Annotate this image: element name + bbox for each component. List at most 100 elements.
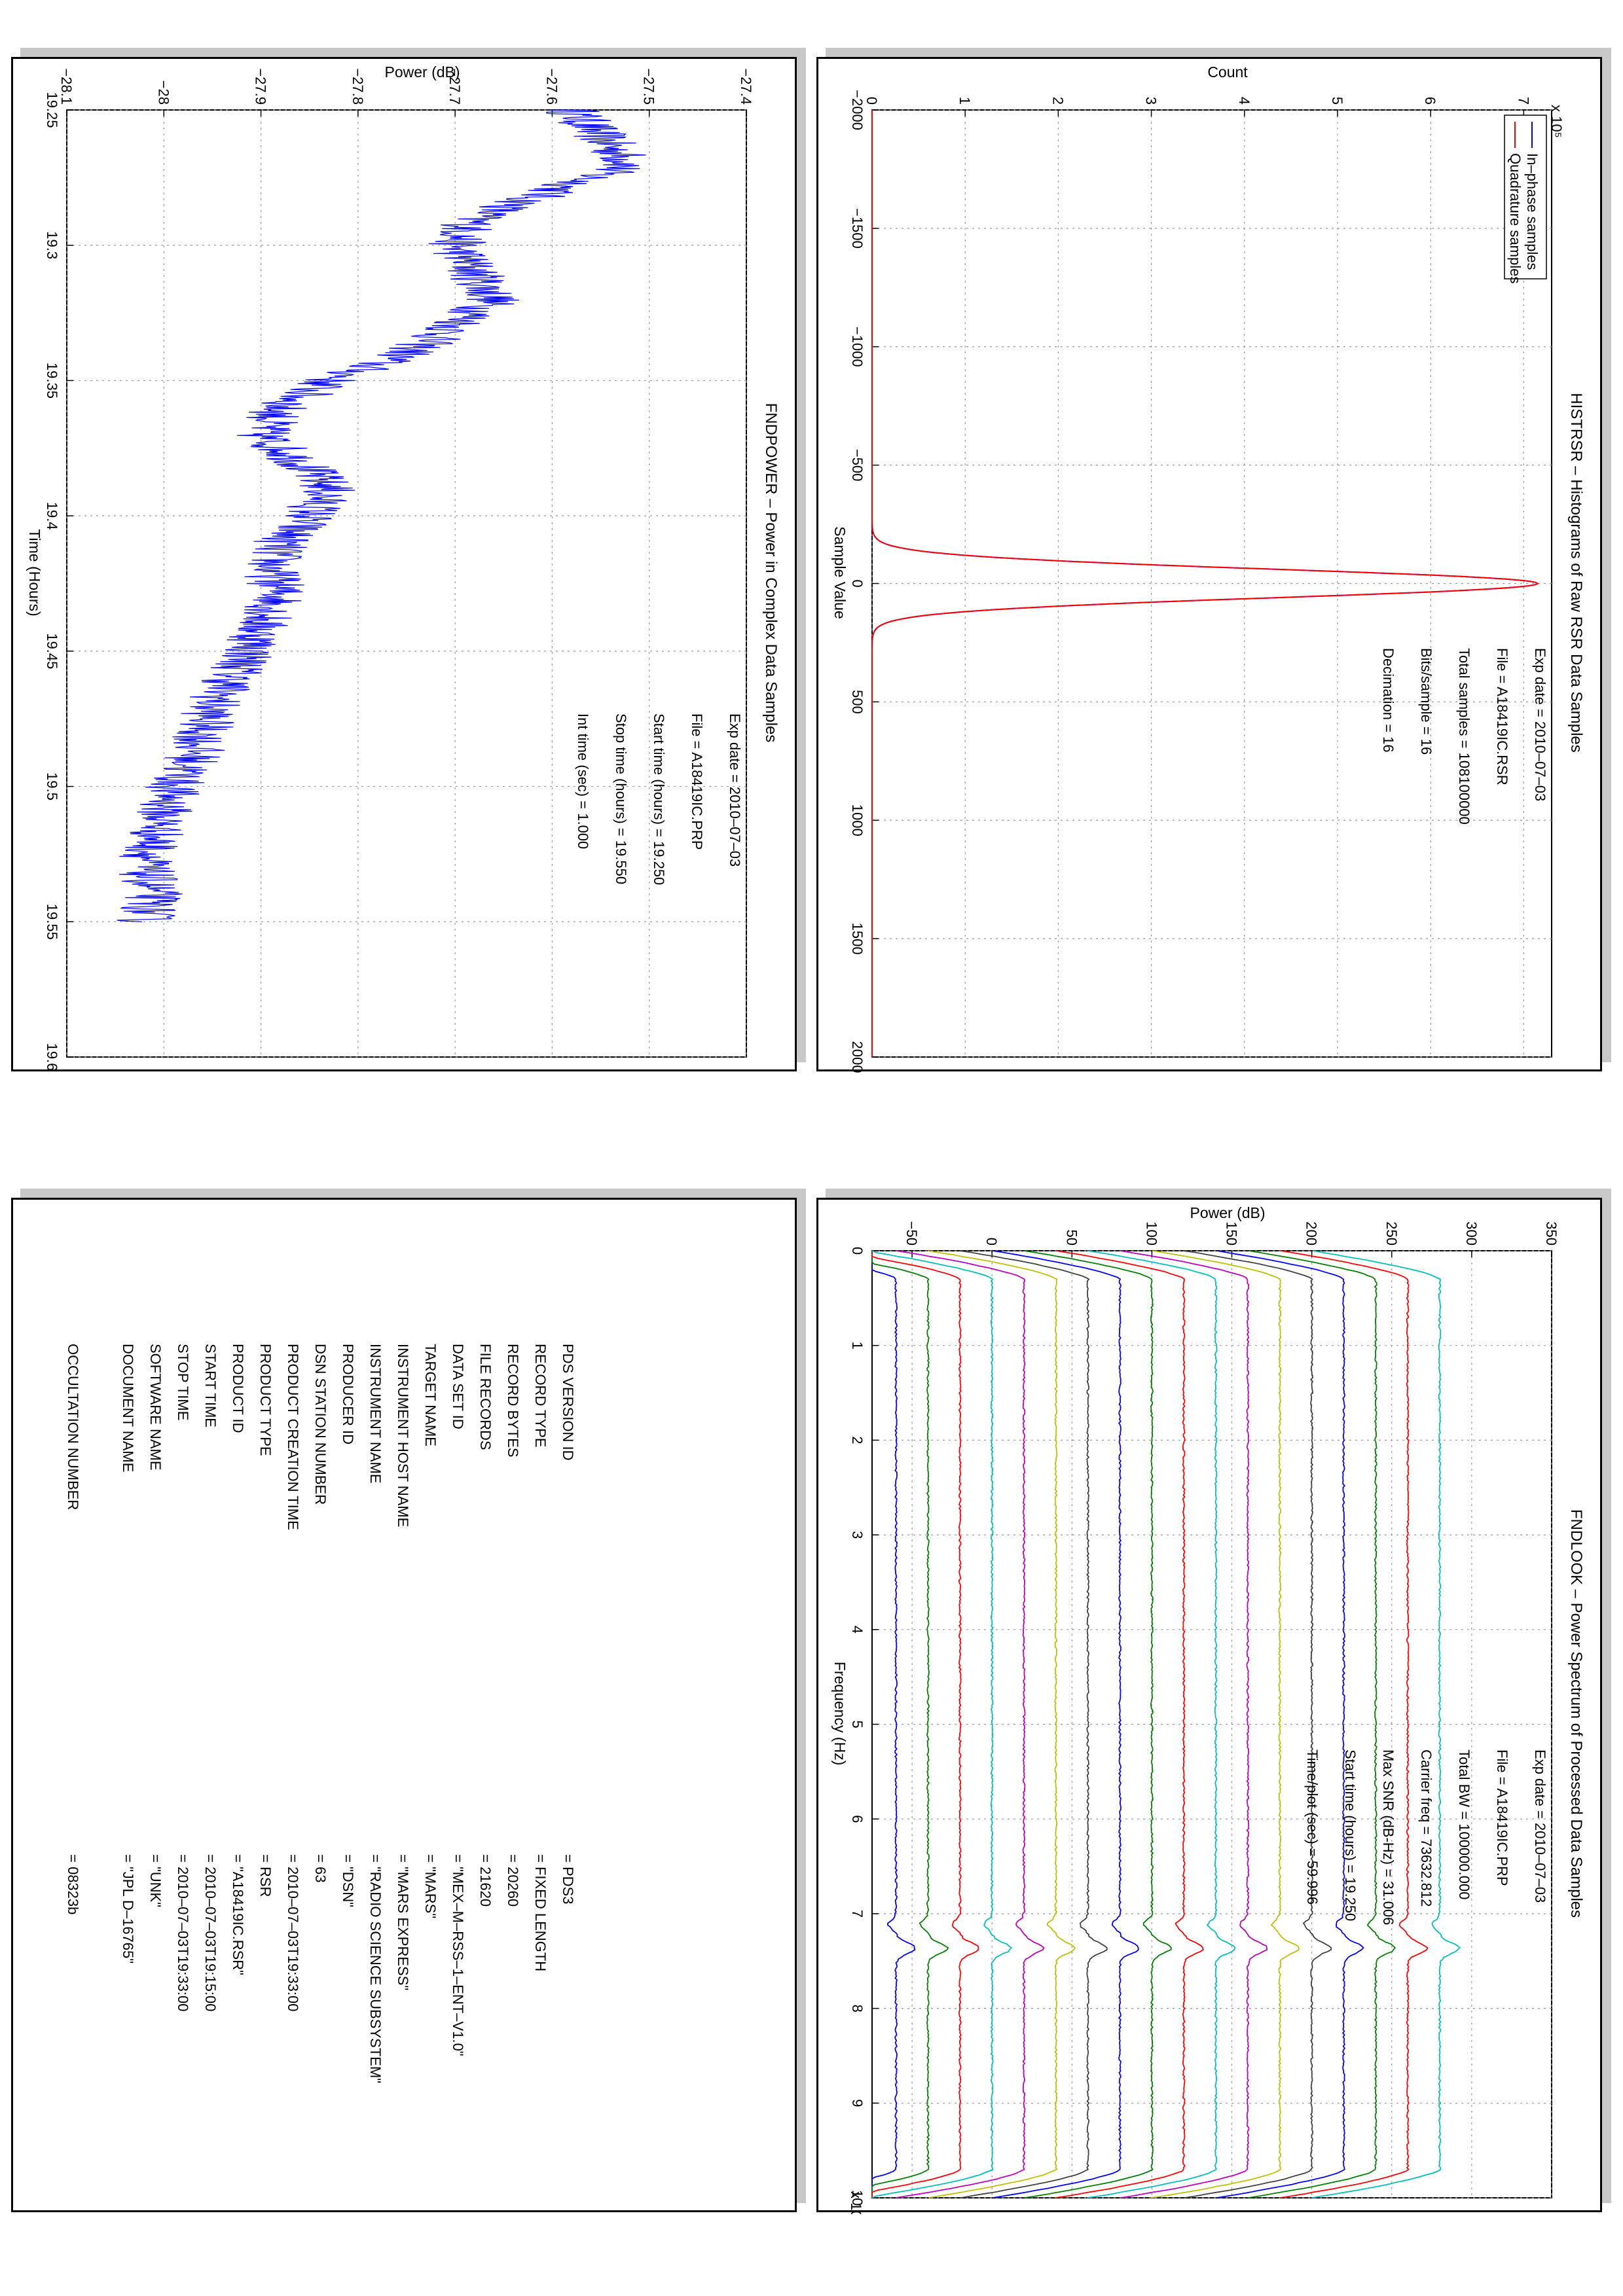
y-tick-label: 6	[1422, 97, 1438, 105]
spectrum-line	[871, 1251, 916, 2198]
x-axis-label: Frequency (Hz)	[831, 1662, 848, 1765]
x-tick-label: 4	[849, 1626, 866, 1634]
spectrum-line	[871, 1251, 949, 2198]
x-tick-label: −1500	[849, 208, 866, 249]
y-tick-label: −27.9	[253, 68, 269, 105]
y-tick-label: 2	[1049, 97, 1066, 105]
chart-title: FNDLOOK – Power Spectrum of Processed Da…	[1567, 1509, 1585, 1918]
label-key: DATA SET ID	[450, 1344, 466, 1429]
plot-box	[66, 109, 747, 1058]
x-tick-label: 6	[849, 1815, 866, 1823]
x-tick-label: 1000	[849, 804, 866, 836]
spectrum-line	[1055, 1250, 1204, 2198]
power-series-line	[117, 109, 646, 922]
info-line: Exp date = 2010–07–03	[1532, 648, 1548, 802]
x-tick-label: 2	[849, 1436, 866, 1444]
info-line: Start time (hours) = 19.250	[1342, 1749, 1359, 1922]
info-line: Exp date = 2010–07–03	[727, 713, 743, 867]
label-value: = 63	[312, 1854, 329, 1883]
info-block: Exp date = 2010–07–03 File = A18419IC.PR…	[1283, 1749, 1548, 1925]
label-value: = "A18419IC.RSR"	[230, 1854, 246, 1975]
y-tick-label: 3	[1143, 97, 1159, 105]
y-tick-label: 300	[1463, 1221, 1480, 1246]
info-line: Start time (hours) = 19.250	[651, 713, 667, 886]
panel-frame: PDS VERSION ID = PDS3 RECORD TYPE = FIXED L…	[11, 1198, 797, 2212]
quadrature-series-line	[871, 110, 1539, 1057]
y-tick-label: 0	[983, 1238, 1000, 1246]
spectrum-line	[896, 1250, 1045, 2198]
label-key: START TIME	[202, 1344, 219, 1427]
x-tick-label: 0	[849, 579, 866, 587]
x-tick-label: 19.6	[44, 1043, 60, 1071]
x-tick-label: −2000	[849, 90, 866, 130]
label-value: = PDS3	[560, 1854, 576, 1905]
label-value: = "UNK"	[147, 1854, 164, 1908]
x-axis-label: Sample Value	[831, 526, 848, 619]
info-line: Max SNR (dB-Hz) = 31.006	[1380, 1749, 1396, 1926]
info-line: Stop time (hours) = 19.550	[613, 713, 629, 885]
y-tick-label: 7	[1515, 97, 1531, 105]
spectrum-line	[1311, 1250, 1461, 2198]
info-line: Time/plot (sec) = 59.996	[1304, 1749, 1321, 1905]
x-tick-label: −500	[849, 449, 866, 482]
y-tick-label: 150	[1224, 1221, 1240, 1246]
spectrum-line	[1247, 1250, 1396, 2198]
x-tick-label: 500	[849, 690, 866, 714]
label-key: INSTRUMENT NAME	[367, 1344, 384, 1484]
spectrum-line	[959, 1250, 1108, 2198]
label-value: = "MEX–M–RSS–1–ENT–V1.0"	[450, 1854, 466, 2056]
label-key: PDS VERSION ID	[560, 1344, 576, 1461]
info-block: Exp date = 2010–07–03 File = A18419IC.PR…	[553, 713, 743, 885]
spectrum-line	[1087, 1250, 1236, 2198]
label-key: FILE RECORDS	[477, 1344, 494, 1450]
spectrum-line	[1151, 1250, 1300, 2198]
label-key: STOP TIME	[175, 1344, 191, 1421]
x-tick-label: 2000	[849, 1041, 866, 1073]
x-tick-label: 19.25	[44, 92, 60, 128]
spectrum-line	[871, 1250, 1013, 2198]
label-key: RECORD TYPE	[532, 1344, 549, 1448]
x-tick-label: −1000	[849, 327, 866, 367]
label-value: = 20260	[505, 1854, 521, 1907]
info-line: Int time (sec) = 1.000	[575, 713, 591, 850]
y-tick-label: 0	[864, 97, 880, 105]
chart-title: FNDPOWER – Power in Complex Data Samples	[762, 403, 780, 743]
x-tick-label: 9	[849, 2099, 866, 2107]
label-value: = "MARS EXPRESS"	[395, 1854, 411, 1991]
x-tick-label: 19.4	[44, 502, 60, 530]
y-tick-label: −27.8	[350, 68, 366, 105]
y-tick-label: 200	[1304, 1221, 1320, 1246]
spectrum-line	[1023, 1250, 1172, 2198]
x-tick-label: 0	[849, 1247, 866, 1255]
x-tick-label: 7	[849, 1910, 866, 1918]
info-line: File = A18419IC.PRP	[689, 713, 705, 850]
spectrum-line	[1120, 1250, 1268, 2198]
y-tick-label: 5	[1329, 97, 1345, 105]
y-tick-label: 1	[957, 97, 973, 105]
y-tick-label: 350	[1543, 1221, 1559, 1246]
legend-label: In–phase samples	[1524, 153, 1541, 270]
label-value: = 21620	[477, 1854, 494, 1907]
label-key: PRODUCT CREATION TIME	[285, 1344, 301, 1530]
x-tick-label: 8	[849, 2004, 866, 2012]
fndpower-chart: FNDPOWER – Power in Complex Data Samples…	[26, 63, 780, 1071]
spectrum-line	[1216, 1250, 1364, 2198]
spectrum-line	[1182, 1250, 1332, 2198]
x-tick-label: 19.55	[44, 904, 60, 940]
label-value: = "MARS"	[422, 1854, 439, 1919]
y-axis-label: Power (dB)	[1190, 1204, 1265, 1221]
x-tick-label: 19.45	[44, 633, 60, 669]
y-axis-label: Power (dB)	[384, 63, 460, 81]
label-value: = RSR	[257, 1854, 274, 1897]
spectrum-line	[992, 1250, 1139, 2198]
y-tick-label: 4	[1236, 97, 1252, 105]
histrsr-chart: HISTRSR – Histograms of Raw RSR Data Sam…	[831, 63, 1585, 1073]
info-line: File = A18419IC.RSR	[1494, 648, 1510, 785]
y-tick-label: 250	[1383, 1221, 1400, 1246]
x-tick-label: 19.5	[44, 772, 60, 800]
x-tick-label: 19.35	[44, 363, 60, 399]
legend-box	[1504, 115, 1547, 279]
x-tick-label: 19.3	[44, 231, 60, 259]
pds-label-table: PDS VERSION ID = PDS3 RECORD TYPE = FIXED L…	[13, 1200, 799, 2214]
spectrum-line	[927, 1250, 1076, 2198]
